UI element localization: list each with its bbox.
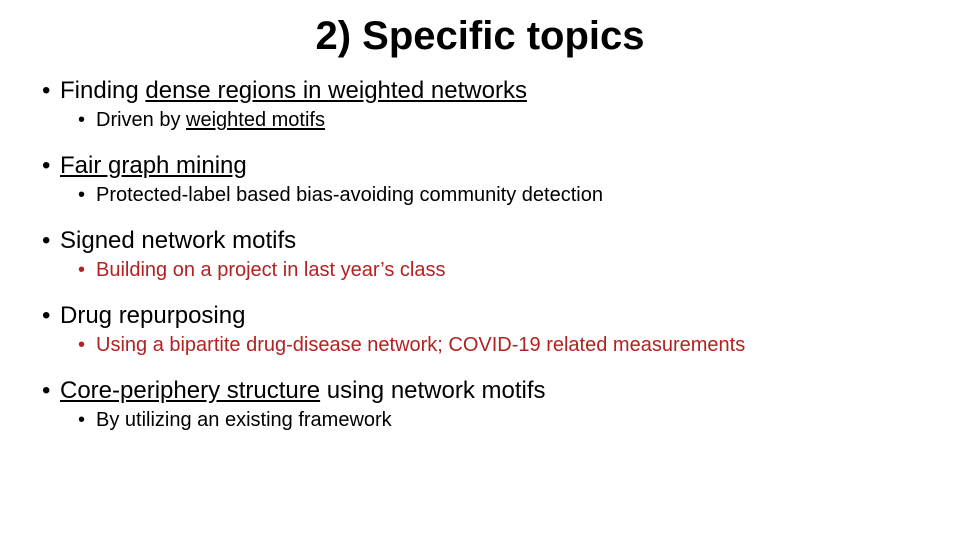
- slide-title: 2) Specific topics: [36, 14, 924, 59]
- topic-item: Finding dense regions in weighted networ…: [36, 77, 924, 132]
- topic-sublist: Driven by weighted motifs: [36, 109, 924, 132]
- topic-subitem: Protected-label based bias-avoiding comm…: [72, 184, 924, 207]
- topic-heading-text: Signed network motifs: [60, 227, 296, 254]
- topic-subitem: Driven by weighted motifs: [72, 109, 924, 132]
- topic-heading: Core-periphery structure using network m…: [36, 377, 924, 405]
- topic-heading: Drug repurposing: [36, 302, 924, 330]
- topic-subitem-text: Using a bipartite drug-disease network; …: [96, 334, 745, 356]
- topic-subitem-text: Protected-label based bias-avoiding comm…: [96, 184, 603, 206]
- topic-list: Finding dense regions in weighted networ…: [36, 77, 924, 432]
- topic-subitem-text: Building on a project in last year’s cla…: [96, 259, 445, 281]
- topic-heading-text: Finding: [60, 77, 145, 104]
- topic-heading-text-after: using network motifs: [320, 377, 545, 404]
- topic-subitem: Using a bipartite drug-disease network; …: [72, 334, 924, 357]
- topic-heading-text: Drug repurposing: [60, 302, 245, 329]
- topic-heading-underlined: Fair graph mining: [60, 152, 247, 179]
- topic-item: Drug repurposing Using a bipartite drug-d…: [36, 302, 924, 357]
- topic-subitem: Building on a project in last year’s cla…: [72, 259, 924, 282]
- topic-subitem: By utilizing an existing framework: [72, 409, 924, 432]
- topic-heading: Signed network motifs: [36, 227, 924, 255]
- topic-heading: Finding dense regions in weighted networ…: [36, 77, 924, 105]
- topic-heading-underlined: dense regions in weighted networks: [145, 77, 527, 104]
- topic-subitem-text: Driven by: [96, 109, 186, 131]
- topic-subitem-underlined: weighted motifs: [186, 109, 325, 131]
- topic-heading-underlined: Core-periphery structure: [60, 377, 320, 404]
- topic-item: Core-periphery structure using network m…: [36, 377, 924, 432]
- topic-sublist: Using a bipartite drug-disease network; …: [36, 334, 924, 357]
- topic-item: Fair graph mining Protected-label based b…: [36, 152, 924, 207]
- topic-item: Signed network motifs Building on a proje…: [36, 227, 924, 282]
- topic-sublist: By utilizing an existing framework: [36, 409, 924, 432]
- topic-subitem-text: By utilizing an existing framework: [96, 409, 392, 431]
- topic-heading: Fair graph mining: [36, 152, 924, 180]
- topic-sublist: Building on a project in last year’s cla…: [36, 259, 924, 282]
- slide: 2) Specific topics Finding dense regions…: [0, 0, 960, 540]
- topic-sublist: Protected-label based bias-avoiding comm…: [36, 184, 924, 207]
